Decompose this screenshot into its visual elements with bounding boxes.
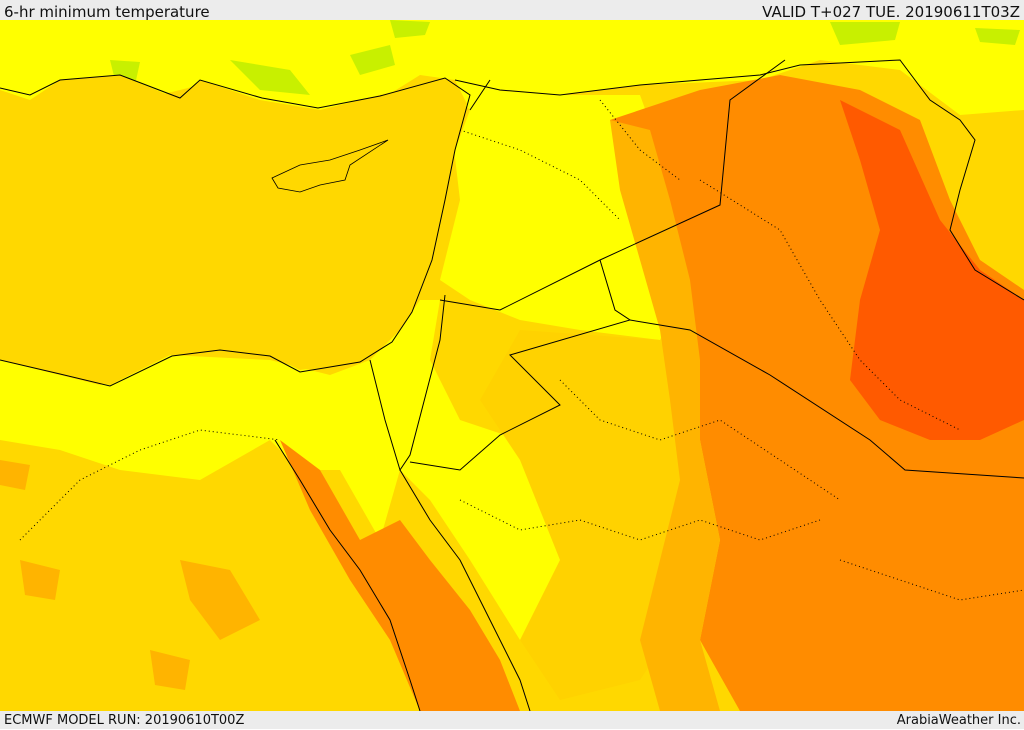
country-borders xyxy=(409,59,1024,479)
warm-transition xyxy=(610,120,720,711)
credit-label: ArabiaWeather Inc. xyxy=(896,713,1021,728)
egypt-land xyxy=(0,300,600,660)
province-borders xyxy=(19,99,1024,601)
hot-spot xyxy=(860,140,905,175)
header-bar: 6-hr minimum temperature VALID T+027 TUE… xyxy=(0,0,1024,21)
warm-spot xyxy=(0,460,30,490)
cyprus-island xyxy=(271,139,389,193)
cool-area xyxy=(830,22,900,45)
footer-bar: ECMWF MODEL RUN: 20190610T00Z ArabiaWeat… xyxy=(0,711,1024,729)
cool-area xyxy=(230,60,310,95)
turkey-land xyxy=(0,20,1024,115)
model-run-label: ECMWF MODEL RUN: 20190610T00Z xyxy=(4,713,245,728)
warm-spot xyxy=(20,560,60,600)
temperature-map xyxy=(0,20,1024,711)
coastlines xyxy=(0,59,1024,711)
cool-area xyxy=(975,28,1020,45)
red-sea-warm xyxy=(180,560,260,640)
cool-area xyxy=(350,45,395,75)
warm-spot xyxy=(150,650,190,690)
cool-area xyxy=(390,20,430,38)
red-sea-warm xyxy=(280,440,520,711)
hot-area xyxy=(840,100,1024,440)
valid-time-label: VALID T+027 TUE. 20190611T03Z xyxy=(762,3,1020,21)
map-title: 6-hr minimum temperature xyxy=(4,3,210,21)
